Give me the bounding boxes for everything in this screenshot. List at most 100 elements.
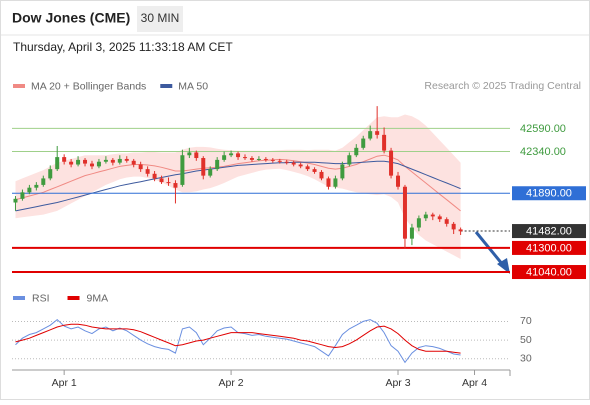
legend-swatch xyxy=(67,296,80,300)
candle-body xyxy=(305,166,310,170)
legend-swatch xyxy=(13,296,25,300)
y-tick-label: 70 xyxy=(520,315,532,327)
candle-body xyxy=(333,178,338,187)
candle-body xyxy=(159,178,164,183)
ma-line xyxy=(15,154,461,212)
candle-body xyxy=(277,160,282,162)
candle-body xyxy=(375,131,380,135)
indicator-line xyxy=(15,323,461,354)
legend-label: 9MA xyxy=(87,292,109,304)
candle-body xyxy=(243,157,247,159)
candle-body xyxy=(187,152,192,156)
candle-body xyxy=(402,186,407,239)
timeframe-label[interactable]: 30 MIN xyxy=(141,11,180,25)
candle-body xyxy=(326,178,331,187)
candle-body xyxy=(222,155,227,160)
level-label: 41482.00 xyxy=(526,225,572,237)
candle-body xyxy=(55,157,60,170)
candle-body xyxy=(423,214,428,219)
level-label: 41300.00 xyxy=(526,242,572,254)
legend-label: RSI xyxy=(32,292,50,304)
candle-body xyxy=(194,152,199,159)
candle-body xyxy=(263,158,268,160)
level-label: 41890.00 xyxy=(526,188,572,200)
candle-body xyxy=(291,162,296,165)
candle-body xyxy=(319,171,324,179)
instrument-title: Dow Jones (CME) xyxy=(12,10,130,26)
candle-body xyxy=(236,153,241,158)
candle-body xyxy=(20,192,25,199)
candle-body xyxy=(409,227,414,239)
candle-body xyxy=(173,183,178,188)
candle-body xyxy=(124,158,129,161)
candle-body xyxy=(110,159,115,163)
level-label-box xyxy=(512,224,586,239)
candle-body xyxy=(117,158,122,163)
bollinger-band xyxy=(15,114,461,259)
candle-body xyxy=(361,138,366,148)
candle-body xyxy=(62,157,67,162)
candle-body xyxy=(166,182,171,184)
forecast-arrowhead xyxy=(497,258,510,274)
candle-body xyxy=(96,161,101,167)
candle-body xyxy=(69,161,74,165)
candle-body xyxy=(229,153,234,156)
legend-label: MA 20 + Bollinger Bands xyxy=(31,80,146,92)
candle-body xyxy=(27,187,32,193)
candle-body xyxy=(103,159,108,162)
x-tick-label: Apr 3 xyxy=(385,377,410,389)
candle-body xyxy=(145,169,150,174)
candle-body xyxy=(389,150,394,176)
candle-body xyxy=(76,159,81,165)
candle-body xyxy=(13,198,18,203)
candle-body xyxy=(347,155,352,165)
candle-body xyxy=(180,155,185,185)
level-label: 41040.00 xyxy=(526,266,572,278)
y-tick-label: 50 xyxy=(520,334,532,346)
candle-body xyxy=(256,158,261,160)
credit: Research © 2025 Trading Central xyxy=(424,80,581,92)
candle-body xyxy=(83,159,88,164)
candle-body xyxy=(312,169,317,172)
candle-body xyxy=(444,219,449,224)
candle-body xyxy=(208,169,213,176)
candle-body xyxy=(270,159,275,161)
y-tick-label: 30 xyxy=(520,352,532,364)
candle-body xyxy=(430,214,435,217)
level-label-box xyxy=(512,240,586,255)
legend-swatch xyxy=(160,84,173,88)
candle-body xyxy=(215,159,220,170)
candle-body xyxy=(34,184,39,188)
candle-body xyxy=(138,164,143,170)
legend-swatch xyxy=(13,84,25,88)
candle-body xyxy=(48,169,53,179)
level-label-box xyxy=(512,265,586,280)
x-tick-label: Apr 1 xyxy=(52,377,77,389)
ma-line xyxy=(15,160,461,212)
candle-body xyxy=(152,173,157,179)
level-label: 42340.00 xyxy=(520,146,566,158)
x-tick-label: Apr 4 xyxy=(462,377,487,389)
x-tick-label: Apr 2 xyxy=(219,377,244,389)
candle-body xyxy=(396,175,401,187)
level-label-box xyxy=(512,186,586,201)
candle-body xyxy=(284,161,289,163)
legend-label: MA 50 xyxy=(178,80,208,92)
candle-body xyxy=(451,223,456,230)
candle-body xyxy=(89,163,94,167)
candle-body xyxy=(382,134,387,151)
candle-body xyxy=(41,178,46,185)
timestamp: Thursday, April 3, 2025 11:33:18 AM CET xyxy=(13,40,233,54)
level-label: 42590.00 xyxy=(520,123,566,135)
candle-body xyxy=(340,164,345,179)
timeframe-tab[interactable] xyxy=(137,6,183,32)
candle-body xyxy=(298,164,303,167)
candle-body xyxy=(368,131,373,139)
candle-body xyxy=(458,229,463,232)
candle-body xyxy=(437,216,442,220)
candle-body xyxy=(416,218,421,228)
candle-body xyxy=(131,160,136,165)
candle-body xyxy=(354,147,359,156)
